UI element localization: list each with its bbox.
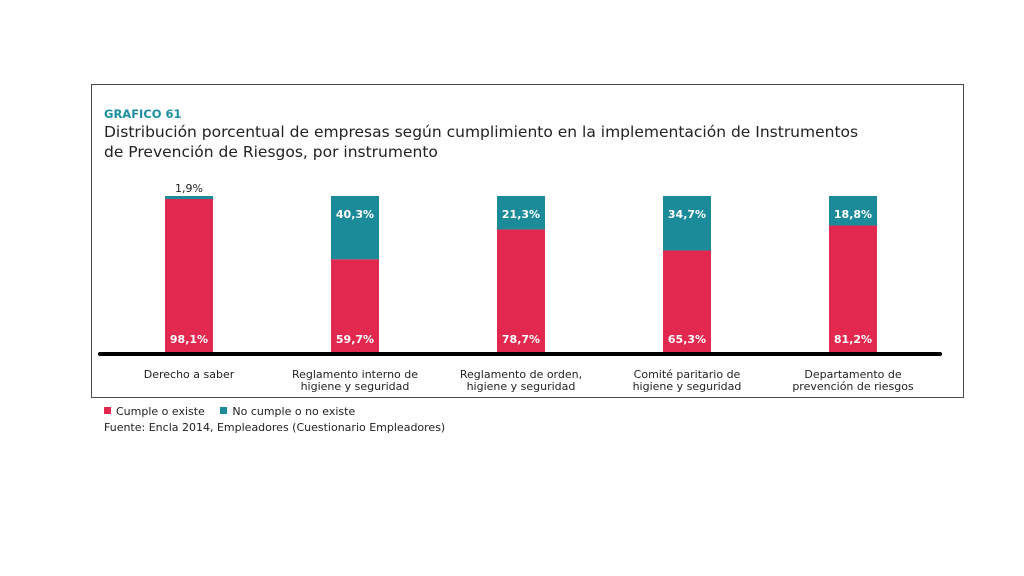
category-label-4-0: Departamento de: [804, 368, 902, 381]
bar-cumple-3: [663, 250, 711, 353]
category-label-2-0: Reglamento de orden,: [460, 368, 582, 381]
bar-no-cumple-2: [497, 196, 545, 230]
legend-item-no-cumple: No cumple o no existe: [220, 405, 355, 418]
chart-title: Distribución porcentual de empresas segú…: [104, 123, 859, 161]
bar-no-cumple-0: [165, 196, 213, 199]
data-label-cumple-0: 98,1%: [170, 333, 208, 346]
legend-swatch-no-cumple: [220, 407, 228, 414]
source-note: Fuente: Encla 2014, Empleadores (Cuestio…: [104, 421, 446, 434]
data-label-no-cumple-4: 18,8%: [834, 208, 872, 221]
legend: Cumple o existe No cumple o no existe: [104, 405, 367, 418]
data-label-no-cumple-3: 34,7%: [668, 208, 706, 221]
bar-cumple-4: [829, 225, 877, 353]
chart-frame: [91, 84, 964, 398]
bar-cumple-0: [165, 198, 213, 353]
category-label-1-1: higiene y seguridad: [301, 380, 410, 393]
chart-label: GRAFICO 61: [104, 107, 182, 121]
data-label-no-cumple-2: 21,3%: [502, 208, 540, 221]
category-label-3-0: Comité paritario de: [634, 368, 741, 381]
bar-cumple-2: [497, 229, 545, 353]
data-label-cumple-3: 65,3%: [668, 333, 706, 346]
category-label-3-1: higiene y seguridad: [633, 380, 742, 393]
data-label-cumple-2: 78,7%: [502, 333, 540, 346]
category-label-4-1: prevención de riesgos: [792, 380, 914, 393]
legend-item-cumple: Cumple o existe: [104, 405, 205, 418]
data-label-cumple-4: 81,2%: [834, 333, 872, 346]
bar-no-cumple-3: [663, 196, 711, 251]
data-label-no-cumple-1: 40,3%: [336, 208, 374, 221]
legend-label-cumple: Cumple o existe: [116, 405, 205, 418]
category-label-2-1: higiene y seguridad: [467, 380, 576, 393]
data-label-no-cumple-0: 1,9%: [175, 182, 203, 195]
category-label-1-0: Reglamento interno de: [292, 368, 418, 381]
legend-swatch-cumple: [104, 407, 111, 414]
legend-label-no-cumple: No cumple o no existe: [232, 405, 356, 418]
bar-cumple-1: [331, 259, 379, 353]
bar-no-cumple-1: [331, 196, 379, 260]
category-label-0-0: Derecho a saber: [144, 368, 235, 381]
data-label-cumple-1: 59,7%: [336, 333, 374, 346]
bar-no-cumple-4: [829, 196, 877, 226]
